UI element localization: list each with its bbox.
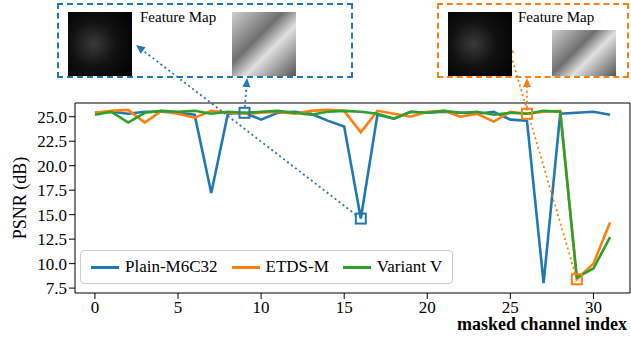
svg-text:25: 25 [501, 298, 519, 318]
svg-text:10.0: 10.0 [37, 255, 67, 274]
svg-text:12.5: 12.5 [37, 230, 67, 249]
svg-text:15.0: 15.0 [37, 206, 67, 225]
html-text:Variant V: Variant V [376, 257, 443, 276]
svg-text:0: 0 [91, 298, 100, 317]
svg-text:22.5: 22.5 [37, 132, 67, 151]
html-text:Plain-M6C32: Plain-M6C32 [125, 257, 218, 276]
svg-text:7.5: 7.5 [46, 279, 67, 298]
svg-text:10: 10 [253, 298, 270, 317]
html-text:masked channel index: masked channel index [457, 314, 627, 334]
html-text:Feature Map: Feature Map [140, 9, 217, 25]
svg-text:25.0: 25.0 [37, 108, 67, 127]
html-text:Feature Map: Feature Map [518, 9, 595, 25]
html-text:PSNR (dB): PSNR (dB) [9, 156, 30, 240]
svg-text:17.5: 17.5 [37, 181, 67, 200]
svg-text:20.0: 20.0 [37, 157, 67, 176]
svg-text:15: 15 [336, 298, 353, 317]
svg-text:20: 20 [419, 298, 436, 317]
svg-text:5: 5 [174, 298, 183, 317]
svg-text:30: 30 [584, 298, 602, 318]
html-text:ETDS-M: ETDS-M [265, 257, 329, 276]
